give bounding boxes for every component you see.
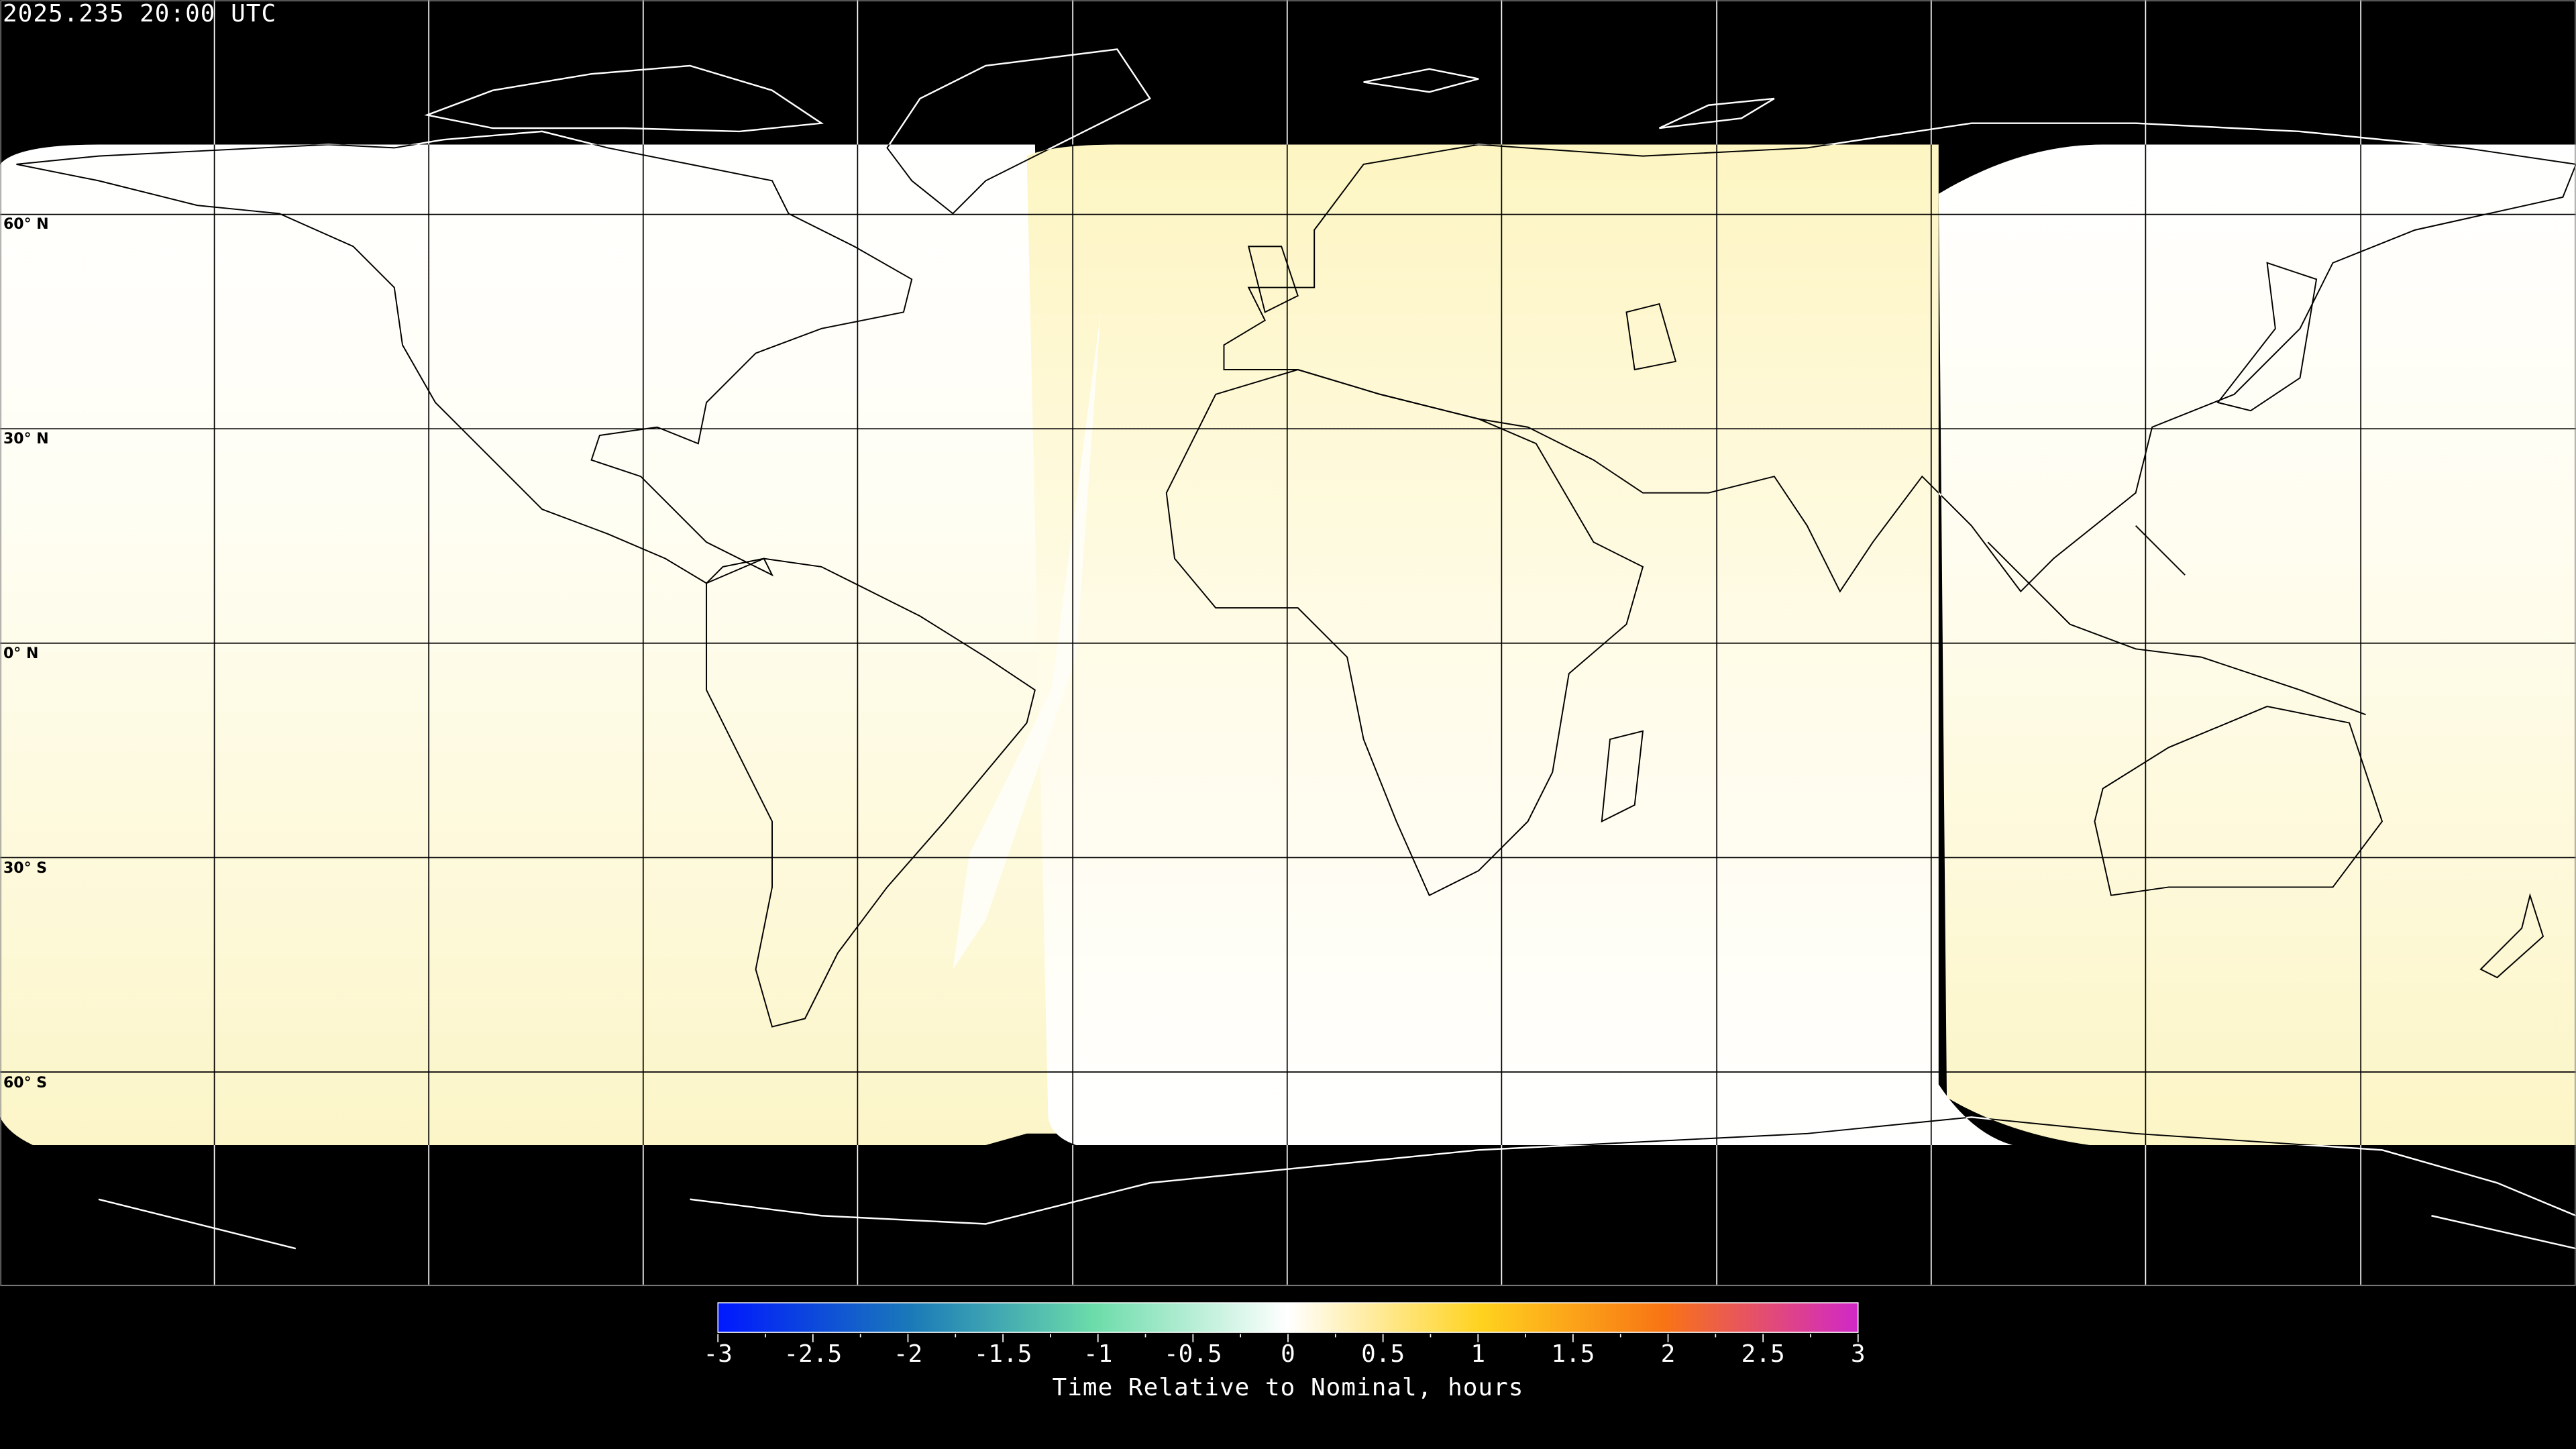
colorbar-tick-label: -1 xyxy=(1083,1340,1113,1368)
eastern-region xyxy=(1938,144,2576,1145)
colorbar-tick-label: 0.5 xyxy=(1361,1340,1405,1368)
lat-label-60s: 60° S xyxy=(3,1075,48,1091)
colorbar-tick-label: -2 xyxy=(893,1340,923,1368)
data-regions xyxy=(0,144,2576,1145)
meridians xyxy=(213,0,2362,1285)
lat-label-30s: 30° S xyxy=(3,860,48,877)
map-frame xyxy=(0,0,2576,1287)
colorbar-label: Time Relative to Nominal, hours xyxy=(1052,1374,1524,1401)
colorbar-tick-label: -0.5 xyxy=(1164,1340,1222,1368)
central-region xyxy=(1026,144,2012,1145)
colorbar-tick-label: 1.5 xyxy=(1551,1340,1595,1368)
timestamp-title: 2025.235 20:00 UTC xyxy=(3,0,277,28)
lat-label-0n: 0° N xyxy=(3,645,39,662)
lat-label-30n: 30° N xyxy=(3,431,49,447)
colorbar-tick-label: 0 xyxy=(1281,1340,1295,1368)
colorbar-tick-label: 2.5 xyxy=(1741,1340,1785,1368)
colorbar-tick-label: 1 xyxy=(1470,1340,1486,1368)
colorbar-gradient xyxy=(717,1302,1859,1333)
colorbar-tick-label: 2 xyxy=(1660,1340,1676,1368)
western-region xyxy=(0,144,1060,1145)
colorbar-tick-label: 3 xyxy=(1850,1340,1866,1368)
whitish-sliver xyxy=(953,312,1101,969)
coastlines-day xyxy=(16,144,2576,1145)
colorbar xyxy=(717,1302,1859,1342)
colorbar-tick-label: -2.5 xyxy=(784,1340,843,1368)
colorbar-tick-label: -1.5 xyxy=(973,1340,1032,1368)
colorbar-tick-label: -3 xyxy=(703,1340,733,1368)
lat-label-60n: 60° N xyxy=(3,216,49,233)
